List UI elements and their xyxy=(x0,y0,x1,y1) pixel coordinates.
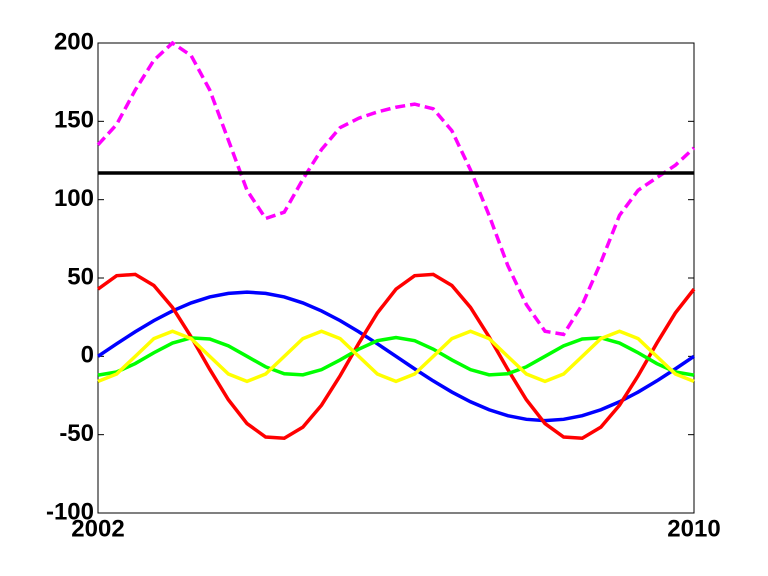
series-line xyxy=(96,40,696,337)
x-tick-label: 2002 xyxy=(71,515,124,542)
y-tick-label: -50 xyxy=(59,420,94,447)
series-line xyxy=(97,335,695,377)
y-tick-label: 200 xyxy=(54,28,94,55)
x-tick-label: 2010 xyxy=(667,515,720,542)
series-line xyxy=(97,329,695,384)
plot-area xyxy=(97,42,695,514)
y-tick-label: 50 xyxy=(67,263,94,290)
y-tick-label: -100 xyxy=(46,498,94,525)
series-line xyxy=(97,290,695,423)
y-tick-label: 150 xyxy=(54,107,94,134)
y-tick-label: 100 xyxy=(54,185,94,212)
y-tick-label: 0 xyxy=(81,342,94,369)
series-line xyxy=(96,272,696,441)
